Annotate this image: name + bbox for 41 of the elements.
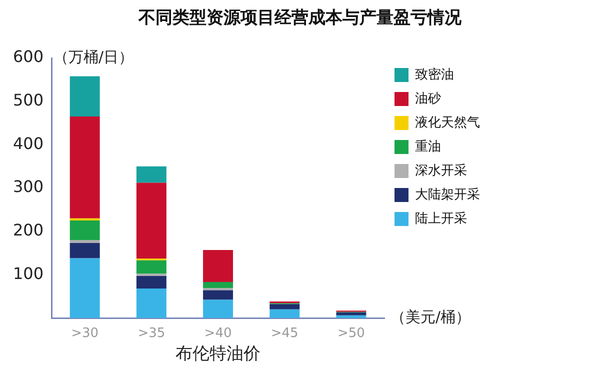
legend-label: 大陆架开采 (415, 187, 480, 202)
y-tick-label: 300 (12, 177, 44, 196)
y-tick-label: 400 (12, 134, 44, 153)
bar (136, 166, 166, 183)
y-axis-title: （万桶/日） (54, 48, 134, 66)
bar (70, 258, 100, 318)
legend-label: 致密油 (415, 67, 454, 82)
y-tick-label: 600 (12, 47, 44, 66)
x-tick-label: >40 (204, 326, 232, 342)
legend-label: 液化天然气 (415, 115, 480, 130)
bar (270, 304, 300, 310)
bar (270, 309, 300, 318)
x-axis-title: 布伦特油价 (176, 344, 261, 364)
text: （美元/桶） (390, 308, 471, 326)
bar (203, 250, 234, 282)
bar (70, 116, 100, 218)
x-tick-label: >45 (270, 326, 298, 342)
legend-label: 陆上开采 (415, 211, 467, 226)
x-tick-label: >50 (337, 326, 365, 342)
bar (203, 282, 234, 288)
y-tick-label: 500 (12, 90, 44, 110)
bar (203, 300, 234, 318)
bar (136, 260, 166, 274)
y-tick-label: 200 (12, 220, 44, 240)
bar (203, 290, 234, 300)
bar (136, 288, 166, 318)
bar (136, 182, 166, 259)
legend-label: 油砂 (415, 91, 441, 106)
chart-title: 不同类型资源项目经营成本与产量盈亏情况 (137, 7, 462, 30)
legend-label: 深水开采 (415, 163, 467, 178)
x-tick-label: >30 (71, 326, 99, 342)
x-tick-label: >35 (138, 326, 166, 342)
bar (70, 240, 100, 244)
y-tick-label: 100 (12, 264, 44, 283)
bar (70, 243, 100, 258)
bar (70, 220, 100, 240)
bar (70, 76, 100, 116)
bar (336, 312, 366, 316)
bar (336, 315, 366, 318)
bar (136, 276, 166, 289)
legend-label: 重油 (415, 139, 441, 154)
